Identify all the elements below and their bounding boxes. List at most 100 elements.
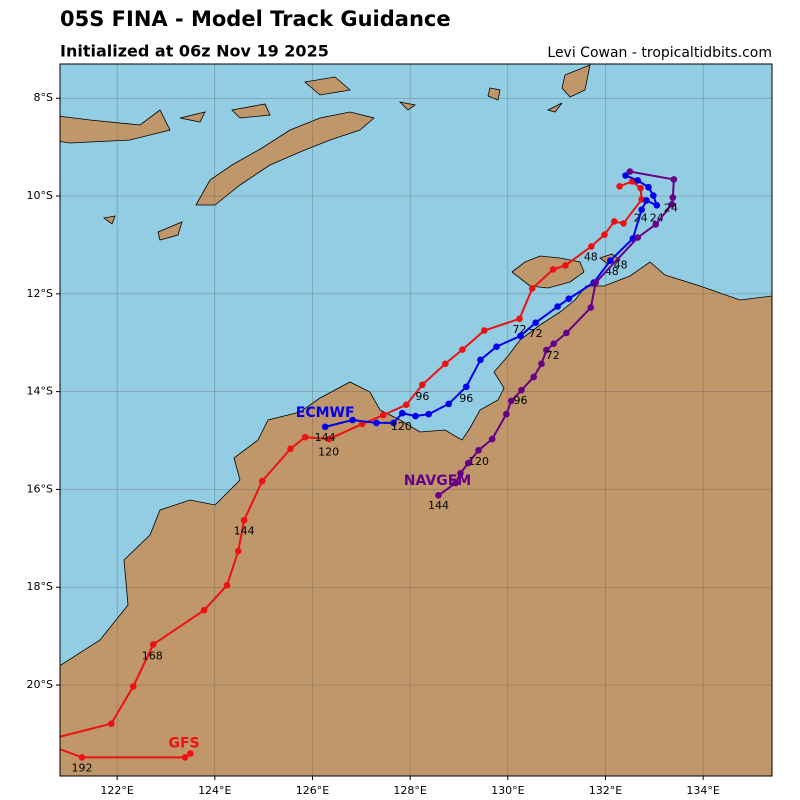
track-line: [437, 170, 675, 497]
hour-label: 120: [391, 420, 412, 433]
y-tick-label: 18°S: [27, 580, 53, 593]
x-tick-label: 130°E: [491, 784, 524, 797]
track-point: [549, 266, 557, 273]
hour-label: 144: [428, 499, 449, 512]
hour-label: 168: [142, 650, 163, 663]
track-point: [518, 386, 525, 394]
model-name: GFS: [168, 736, 199, 752]
track-point: [588, 243, 595, 250]
hour-label: 24: [650, 212, 664, 225]
subtitle: Initialized at 06z Nov 19 2025: [60, 42, 329, 61]
hour-label: 120: [318, 445, 339, 458]
track-point: [234, 547, 242, 555]
timor: [195, 111, 375, 206]
track-point: [601, 231, 608, 238]
track-point: [626, 168, 634, 175]
track-point: [622, 172, 629, 179]
hour-label: 120: [468, 455, 489, 468]
track-point: [592, 279, 600, 286]
model-name: NAVGEM: [404, 473, 471, 489]
y-tick-label: 16°S: [27, 482, 53, 495]
track-point: [610, 218, 618, 225]
track-point: [399, 409, 406, 417]
track-point: [200, 606, 208, 614]
track-point: [445, 400, 453, 408]
track-point: [402, 401, 410, 409]
axes: 122°E 124°E 126°E 128°E 130°E 132°E 134°E 8°S 10…: [27, 91, 720, 797]
hour-label: 96: [459, 392, 473, 405]
track-point: [493, 343, 500, 350]
track-point: [616, 182, 623, 190]
track-point: [223, 581, 231, 589]
track-point: [507, 397, 515, 405]
track-point: [550, 340, 558, 348]
track-point: [587, 304, 595, 311]
track-point: [638, 196, 645, 203]
track-point: [488, 435, 496, 443]
track-point: [481, 327, 488, 334]
track-point: [562, 262, 569, 269]
track-point: [475, 447, 482, 454]
y-tick-label: 20°S: [27, 678, 53, 691]
track-point: [503, 410, 510, 418]
track-point: [670, 176, 678, 183]
x-tick-label: 132°E: [589, 784, 622, 797]
track-point: [645, 183, 652, 191]
track-point: [287, 445, 294, 453]
track-point: [390, 419, 397, 427]
tracks: 24487296120144168192GFS24487296120144ECM…: [60, 168, 678, 775]
track-point: [452, 479, 459, 487]
y-tick-label: 10°S: [27, 189, 53, 202]
track-point: [462, 383, 470, 391]
track-point: [457, 470, 464, 477]
track-point: [107, 720, 115, 727]
track-point: [321, 423, 329, 431]
track-point: [563, 329, 570, 337]
track-point: [650, 192, 657, 199]
track-point: [477, 356, 484, 364]
track-point: [530, 373, 537, 381]
track-point: [637, 184, 644, 192]
track-point: [634, 177, 642, 184]
credit: Levi Cowan - tropicaltidbits.com: [547, 45, 772, 61]
track-point: [634, 234, 642, 241]
hour-label: 48: [584, 251, 598, 264]
track-point: [554, 303, 561, 310]
track-point: [653, 202, 661, 209]
frame: [59, 63, 773, 777]
track-point: [668, 201, 676, 208]
track-point: [412, 412, 419, 420]
y-tick-label: 14°S: [27, 385, 53, 398]
track-point: [464, 459, 472, 467]
track-point: [373, 419, 380, 427]
hour-label: 192: [71, 762, 92, 775]
y-tick-label: 8°S: [34, 91, 53, 104]
track-point: [435, 492, 442, 499]
track-point: [565, 295, 573, 303]
track-point: [379, 411, 387, 419]
coastlines: [60, 64, 772, 776]
y-tick-label: 12°S: [27, 287, 53, 300]
track-point: [652, 221, 660, 228]
x-tick-label: 124°E: [198, 784, 231, 797]
hour-label: 48: [614, 258, 628, 271]
hour-label: 72: [546, 349, 560, 362]
track-point: [528, 285, 536, 292]
x-tick-label: 128°E: [393, 784, 426, 797]
track-point: [425, 410, 432, 418]
australia: [60, 261, 772, 776]
hour-label: 96: [415, 390, 429, 403]
track-point: [187, 750, 194, 757]
track-point: [638, 206, 645, 214]
track-point: [669, 194, 677, 201]
track-point: [532, 319, 539, 326]
x-tick-label: 122°E: [100, 784, 133, 797]
track-point: [620, 220, 627, 227]
track-point: [538, 360, 545, 368]
hour-label: 72: [529, 327, 543, 340]
track-point: [643, 197, 650, 204]
track-point: [78, 754, 86, 761]
track-point: [517, 332, 524, 340]
x-tick-label: 134°E: [686, 784, 719, 797]
